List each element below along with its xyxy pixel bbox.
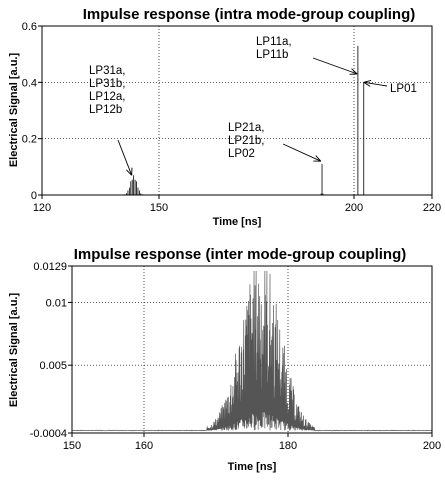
annotation-2: LP21a, LP21b, LP02 — [228, 122, 322, 162]
arrow-head — [363, 80, 372, 87]
chart-1-x-ticks: 120 150 200 220 — [33, 195, 441, 214]
x-tick-label: 200 — [423, 440, 441, 452]
x-tick-label: 200 — [345, 202, 363, 214]
chart-2-y-ticks: -0.0004 0.005 0.01 0.0129 — [30, 261, 72, 440]
annotation-4: LP01 — [363, 80, 417, 95]
y-tick-label: 0.4 — [22, 77, 37, 89]
annotation-arrow — [282, 143, 322, 162]
y-tick-label: 0.6 — [22, 21, 37, 33]
chart-2-x-axis-label: Time [ns] — [228, 461, 277, 473]
x-tick-label: 180 — [279, 440, 297, 452]
pulse-1 — [124, 175, 143, 195]
annotation-label: LP31a, LP31b, LP12a, LP12b — [89, 65, 125, 116]
annotation-label: LP01 — [390, 83, 417, 95]
chart-1-marks — [124, 45, 365, 195]
annotation-3: LP11a, LP11b — [256, 36, 358, 75]
y-tick-label: 0.01 — [46, 297, 67, 309]
chart-2-plot-frame — [71, 265, 433, 434]
chart-inter-mode-group: Impulse response (inter mode-group coupl… — [8, 246, 441, 473]
x-tick-label: 160 — [135, 440, 153, 452]
signal-trace — [71, 271, 433, 432]
arrow-head — [313, 155, 322, 162]
chart-1-grid — [42, 26, 432, 195]
chart-2-marks — [71, 271, 433, 432]
chart-1-y-axis-label: Electrical Signal [a.u.] — [8, 53, 20, 168]
arrow-head — [126, 167, 133, 176]
x-tick-label: 150 — [150, 202, 168, 214]
annotation-label: LP21a, LP21b, LP02 — [228, 122, 264, 160]
annotation-label: LP11a, LP11b — [256, 36, 292, 61]
chart-intra-mode-group: Impulse response (intra mode-group coupl… — [8, 6, 441, 228]
x-tick-label: 150 — [63, 440, 81, 452]
annotation-1: LP31a, LP31b, LP12a, LP12b — [89, 65, 133, 176]
y-tick-label: 0 — [31, 190, 37, 202]
chart-1-annotations: LP31a, LP31b, LP12a, LP12b LP21a, LP21b, LP02 L… — [89, 36, 417, 176]
annotation-arrow — [363, 81, 388, 87]
pulse-2 — [320, 163, 324, 195]
chart-1-title: Impulse response (intra mode-group coupl… — [83, 6, 416, 23]
chart-2-title: Impulse response (inter mode-group coupl… — [74, 246, 407, 263]
chart-2-y-axis-label: Electrical Signal [a.u.] — [8, 293, 20, 408]
y-tick-label: 0.2 — [22, 134, 37, 146]
annotation-arrow — [117, 139, 133, 176]
annotation-arrow — [312, 57, 358, 75]
x-tick-label: 220 — [423, 202, 441, 214]
y-tick-label: 0.005 — [39, 360, 67, 372]
chart-1-plot-frame — [41, 25, 433, 196]
x-tick-label: 120 — [33, 202, 51, 214]
y-tick-label: 0.0129 — [33, 261, 67, 273]
y-tick-label: -0.0004 — [30, 428, 67, 440]
chart-2-x-ticks: 150 160 180 200 — [63, 433, 441, 452]
chart-1-y-ticks: 0 0.2 0.4 0.6 — [22, 21, 42, 202]
chart-1-x-axis-label: Time [ns] — [213, 216, 262, 228]
arrow-head — [349, 68, 358, 75]
